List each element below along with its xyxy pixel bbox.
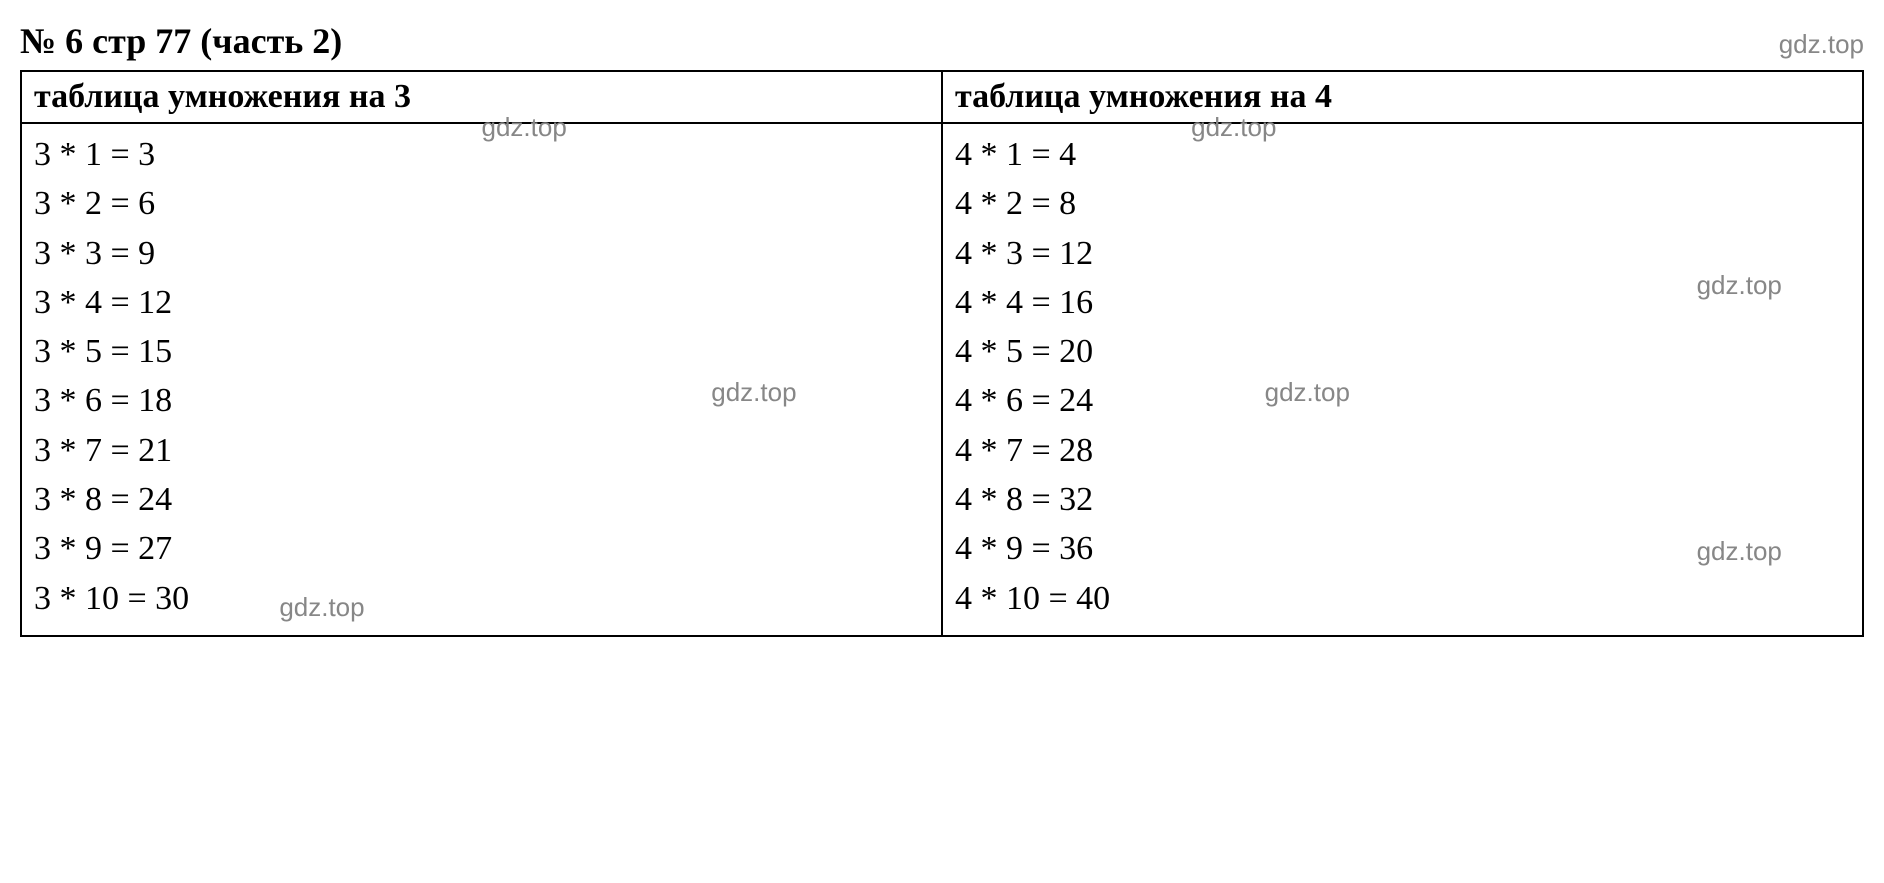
equation: 3 * 6 = 18 xyxy=(34,376,929,425)
equation: 3 * 5 = 15 xyxy=(34,327,929,376)
equation: 4 * 10 = 40 xyxy=(955,574,1850,623)
equation: 4 * 3 = 12 xyxy=(955,229,1850,278)
equation: 4 * 8 = 32 xyxy=(955,475,1850,524)
column-header: таблица умножения на 4 xyxy=(943,72,1862,124)
equation: 4 * 4 = 16 xyxy=(955,278,1850,327)
header-watermark: gdz.top xyxy=(1779,29,1864,60)
equation: 4 * 7 = 28 xyxy=(955,426,1850,475)
equation: 3 * 10 = 30 xyxy=(34,574,929,623)
equation: 4 * 5 = 20 xyxy=(955,327,1850,376)
equation: 4 * 9 = 36 xyxy=(955,524,1850,573)
equation: 3 * 4 = 12 xyxy=(34,278,929,327)
equation: 3 * 3 = 9 xyxy=(34,229,929,278)
page-title: № 6 стр 77 (часть 2) xyxy=(20,20,342,62)
equation: 4 * 1 = 4 xyxy=(955,130,1850,179)
column-body: 4 * 1 = 4 4 * 2 = 8 4 * 3 = 12 4 * 4 = 1… xyxy=(943,124,1862,635)
equation: 4 * 2 = 8 xyxy=(955,179,1850,228)
column-header: таблица умножения на 3 xyxy=(22,72,941,124)
column-times-4: таблица умножения на 4 4 * 1 = 4 4 * 2 =… xyxy=(943,72,1862,635)
column-times-3: таблица умножения на 3 3 * 1 = 3 3 * 2 =… xyxy=(22,72,943,635)
equation: 3 * 2 = 6 xyxy=(34,179,929,228)
equation: 3 * 1 = 3 xyxy=(34,130,929,179)
equation: 3 * 7 = 21 xyxy=(34,426,929,475)
equation: 3 * 8 = 24 xyxy=(34,475,929,524)
header-row: № 6 стр 77 (часть 2) gdz.top xyxy=(20,20,1864,62)
equation: 4 * 6 = 24 xyxy=(955,376,1850,425)
equation: 3 * 9 = 27 xyxy=(34,524,929,573)
multiplication-table: таблица умножения на 3 3 * 1 = 3 3 * 2 =… xyxy=(20,70,1864,637)
column-body: 3 * 1 = 3 3 * 2 = 6 3 * 3 = 9 3 * 4 = 12… xyxy=(22,124,941,635)
